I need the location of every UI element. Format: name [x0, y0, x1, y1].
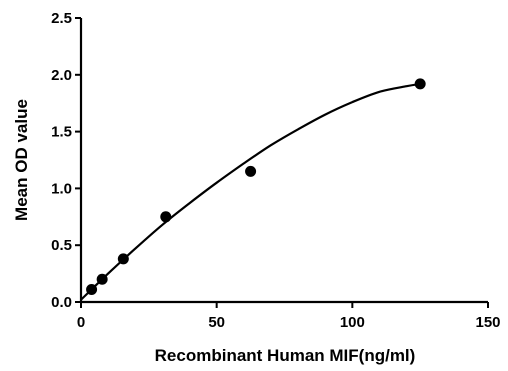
x-tick-label: 150 — [475, 314, 500, 331]
data-point — [96, 273, 108, 285]
x-tick-label: 0 — [77, 314, 85, 331]
y-tick-label: 0.0 — [51, 294, 72, 311]
axes — [79, 18, 488, 304]
y-tick-label: 2.0 — [51, 67, 72, 84]
ticks: 0 50 100 150 0.0 0.5 1.0 1.5 2.0 2.5 — [51, 10, 500, 331]
y-axis-title: Mean OD value — [12, 99, 31, 221]
x-tick-label: 100 — [340, 314, 365, 331]
x-axis-title: Recombinant Human MIF(ng/ml) — [155, 346, 416, 365]
fit-curve — [80, 82, 421, 301]
data-point — [117, 253, 129, 265]
x-tick-label: 50 — [208, 314, 225, 331]
y-tick-label: 0.5 — [51, 237, 72, 254]
y-tick-label: 1.5 — [51, 124, 72, 141]
data-points — [86, 78, 426, 296]
y-tick-label: 1.0 — [51, 180, 72, 197]
data-point — [160, 211, 172, 223]
data-point — [414, 78, 426, 90]
y-tick-label: 2.5 — [51, 10, 72, 27]
data-point — [86, 284, 98, 296]
data-point — [245, 165, 257, 177]
